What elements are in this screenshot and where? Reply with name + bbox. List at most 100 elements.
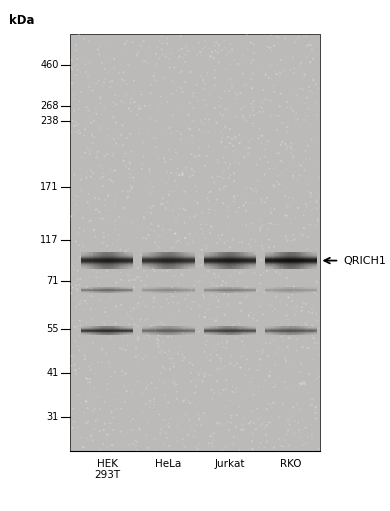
Bar (245, 287, 248, 293)
Point (180, 171, 186, 179)
Point (215, 296, 221, 305)
Point (154, 266, 160, 274)
Point (298, 58, 305, 66)
Point (89, 434, 95, 443)
Point (97, 296, 103, 304)
Point (162, 248, 168, 257)
Point (92, 405, 98, 413)
Point (248, 243, 254, 251)
Point (216, 273, 222, 281)
Point (146, 167, 152, 175)
Point (284, 301, 291, 309)
Point (213, 420, 219, 428)
Point (197, 444, 203, 452)
Point (199, 225, 205, 233)
Point (112, 447, 118, 455)
Point (139, 165, 145, 173)
Point (243, 118, 250, 126)
Point (248, 75, 254, 83)
Point (304, 388, 310, 397)
Point (191, 432, 197, 440)
Point (269, 165, 276, 173)
Text: QRICH1: QRICH1 (343, 256, 386, 266)
Point (225, 203, 231, 211)
Point (190, 92, 196, 100)
Point (224, 237, 230, 245)
Point (243, 207, 249, 215)
Point (183, 167, 189, 175)
Point (203, 245, 209, 253)
Point (68, 128, 74, 136)
Point (93, 150, 99, 158)
Point (191, 117, 197, 125)
Point (96, 161, 102, 169)
Point (91, 272, 97, 281)
Point (142, 57, 149, 65)
Point (279, 119, 285, 127)
Point (165, 299, 172, 307)
Point (291, 69, 297, 77)
Point (221, 166, 227, 174)
Point (158, 346, 165, 355)
Point (307, 197, 314, 205)
Point (216, 93, 222, 101)
Point (187, 230, 193, 238)
Point (170, 444, 177, 452)
Point (262, 153, 268, 161)
Bar (110, 252, 113, 269)
Point (93, 80, 99, 88)
Bar (153, 287, 156, 293)
Point (207, 371, 213, 380)
Point (210, 435, 216, 444)
Bar (265, 252, 317, 253)
Point (276, 112, 282, 120)
Point (112, 367, 118, 376)
Point (96, 195, 102, 203)
Point (267, 204, 273, 213)
Point (175, 299, 181, 308)
Point (229, 439, 236, 448)
Point (297, 84, 303, 92)
Point (142, 316, 148, 324)
Point (101, 214, 108, 222)
Point (271, 444, 277, 452)
Point (227, 75, 234, 83)
Point (249, 84, 255, 92)
Point (152, 434, 158, 443)
Point (211, 71, 217, 79)
Bar (299, 327, 301, 335)
Point (247, 200, 253, 208)
Point (70, 284, 76, 292)
Point (220, 421, 226, 429)
Point (84, 167, 90, 175)
Point (114, 236, 121, 244)
Point (138, 283, 144, 291)
Point (191, 151, 197, 159)
Point (188, 286, 195, 294)
Point (250, 390, 257, 399)
Point (176, 330, 182, 338)
Point (107, 175, 113, 183)
Point (254, 242, 261, 250)
Point (204, 110, 211, 119)
Point (316, 351, 322, 359)
Point (112, 166, 118, 174)
Point (127, 159, 133, 167)
Point (282, 378, 288, 386)
Point (160, 51, 166, 59)
Point (298, 359, 305, 367)
Point (201, 79, 207, 87)
Point (282, 378, 288, 386)
Point (74, 66, 81, 74)
Point (159, 363, 165, 371)
Point (140, 153, 147, 161)
Bar (142, 253, 195, 254)
Bar (312, 287, 314, 293)
Point (185, 124, 191, 132)
Point (222, 420, 229, 428)
Point (211, 71, 217, 79)
Point (187, 383, 193, 391)
Point (157, 428, 163, 436)
Point (82, 68, 89, 76)
Point (89, 315, 95, 323)
